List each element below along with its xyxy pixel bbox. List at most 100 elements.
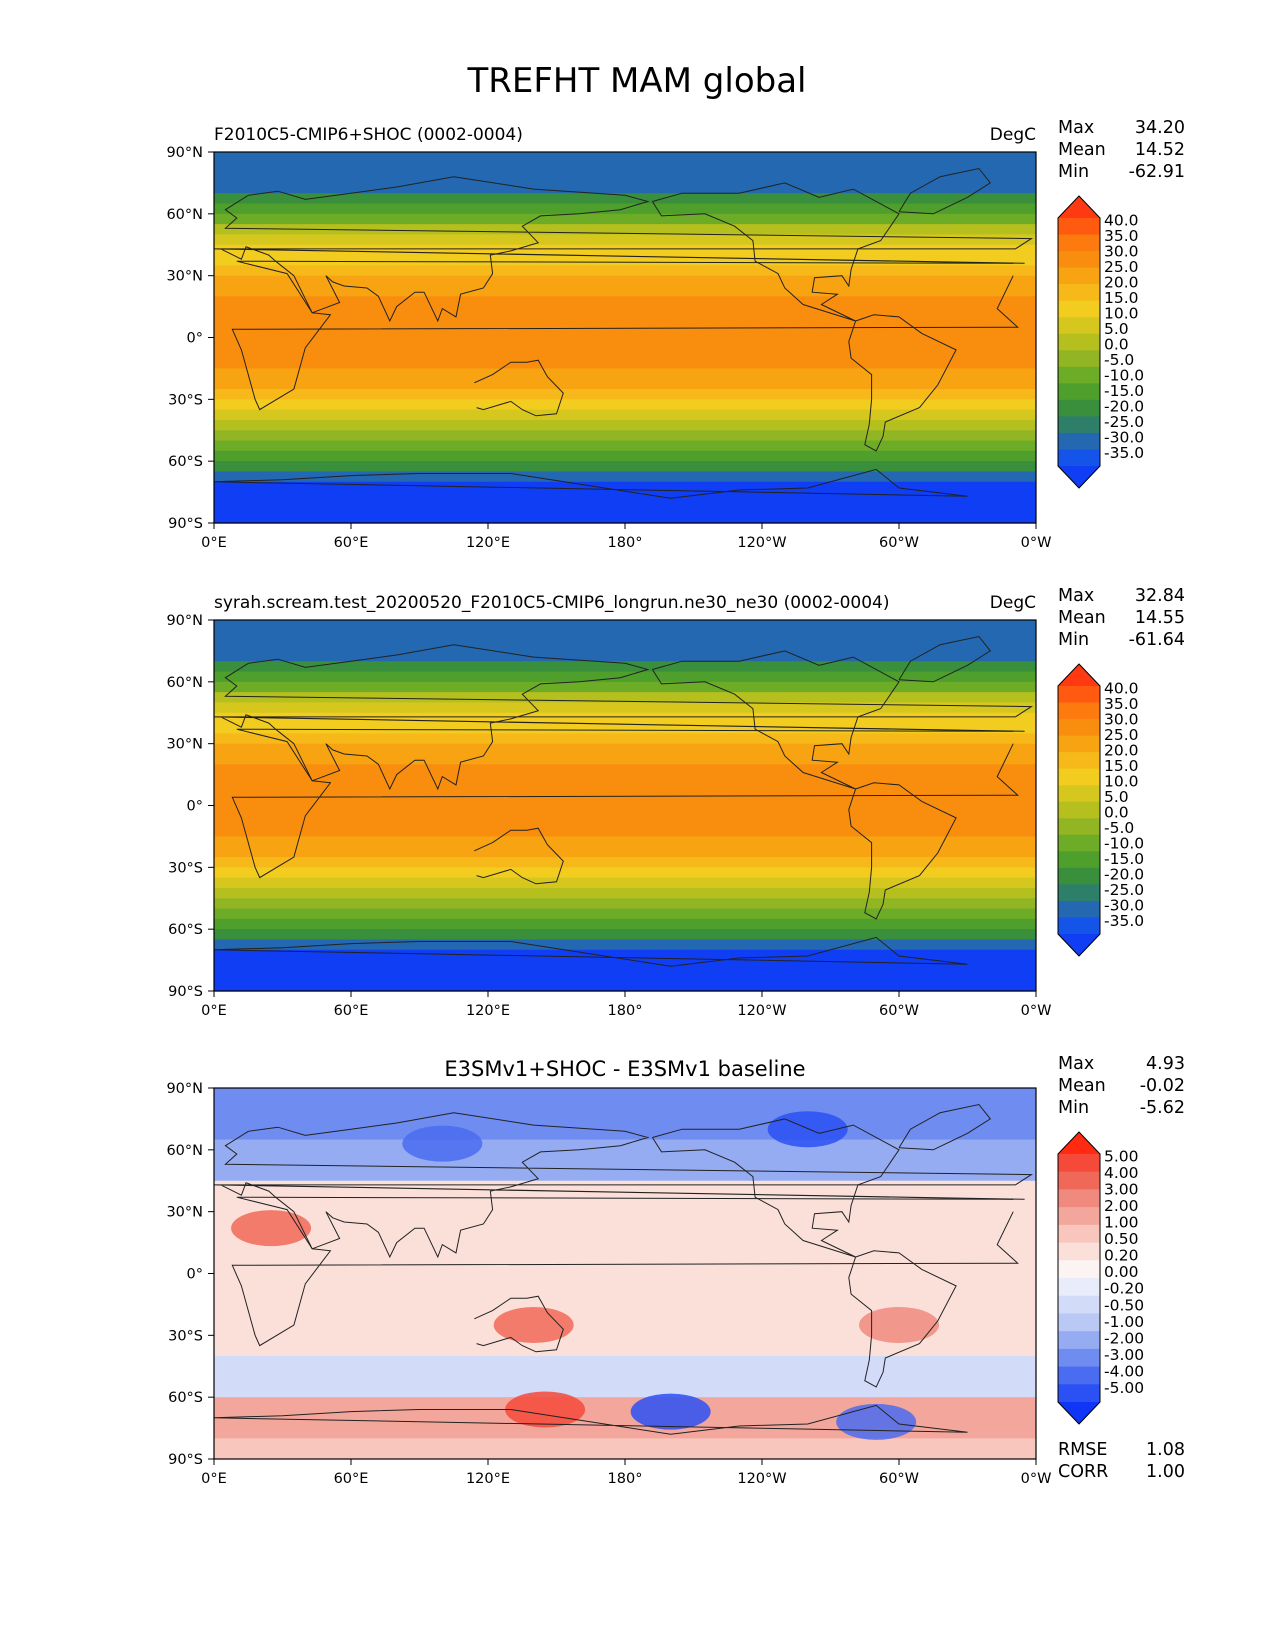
colorbar-bin [1058, 1278, 1100, 1297]
x-tick-label: 60°E [334, 1471, 369, 1487]
y-tick-label: 0° [187, 1267, 203, 1283]
coastlines [213, 167, 1034, 499]
colorbar-label: 4.00 [1104, 1164, 1139, 1182]
map-band [214, 368, 1036, 380]
map-band [214, 1180, 1036, 1192]
coastline [898, 167, 992, 215]
panel-units: DegC [990, 125, 1036, 145]
figure-title: TREFHT MAM global [466, 61, 806, 101]
colorbar-label: -25.0 [1104, 881, 1144, 899]
colorbar-label: -0.50 [1104, 1296, 1144, 1314]
map-band [214, 1407, 1036, 1419]
colorbar-bin [1058, 686, 1100, 704]
anomaly-patch [402, 1125, 483, 1162]
colorbar: 40.035.030.025.020.015.010.05.00.0-5.0-1… [1057, 195, 1144, 489]
colorbar-label: -30.0 [1104, 428, 1144, 446]
map-band [214, 316, 1036, 328]
colorbar-label: -35.0 [1104, 912, 1144, 930]
map-band [214, 650, 1036, 662]
y-tick-label: 30°N [166, 737, 203, 753]
stat-label: Min [1058, 630, 1089, 650]
map-band [214, 836, 1036, 848]
map-band [214, 389, 1036, 400]
coastline [651, 1118, 900, 1258]
map-band [214, 970, 1036, 982]
map-band [214, 671, 1036, 683]
map-band [214, 857, 1036, 868]
map-band [214, 265, 1036, 277]
coastline [213, 1112, 1034, 1259]
map-band [214, 1386, 1036, 1398]
y-tick-label: 60°N [166, 1143, 203, 1159]
colorbar-bin [1058, 801, 1100, 819]
map-band [214, 898, 1036, 910]
colorbar: 5.004.003.002.001.000.500.200.00-0.20-0.… [1057, 1131, 1144, 1425]
colorbar-label: -35.0 [1104, 444, 1144, 462]
stat-value: -61.64 [1129, 630, 1185, 650]
map-band [214, 918, 1036, 930]
map-band [214, 1252, 1036, 1264]
map-band [214, 1355, 1036, 1367]
stat-value: 32.84 [1135, 586, 1185, 606]
colorbar-bin [1058, 1171, 1100, 1190]
coastline [213, 1404, 968, 1435]
map-band [214, 502, 1036, 514]
map-band [214, 471, 1036, 483]
panel-2: 90°N 60°N 30°N 0° 30°S 60°S 90°S 0°E 60°E 120°E 18… [166, 586, 1185, 1019]
y-tick-label: 90°N [166, 1081, 203, 1097]
coastline [898, 1103, 992, 1151]
anomaly-patch [630, 1393, 711, 1430]
x-tick-label: 0°E [201, 1471, 227, 1487]
map-band [214, 306, 1036, 318]
map-band [214, 1201, 1036, 1213]
colorbar-bin [1058, 719, 1100, 737]
map-band [214, 430, 1036, 442]
map-band [214, 774, 1036, 786]
map-band [214, 867, 1036, 879]
map-band [214, 1211, 1036, 1223]
colorbar-bin [1058, 383, 1100, 401]
map-band [214, 702, 1036, 714]
colorbar-bin [1058, 1295, 1100, 1314]
map-band [214, 378, 1036, 390]
colorbar-bin [1058, 366, 1100, 384]
map-band [214, 285, 1036, 297]
colorbar-label: 20.0 [1104, 741, 1139, 759]
coastline [651, 650, 900, 790]
y-tick-label: 60°S [168, 454, 203, 470]
colorbar-label: 0.50 [1104, 1230, 1139, 1248]
colorbar-bin [1058, 851, 1100, 869]
map-band [214, 960, 1036, 971]
map-band [214, 1242, 1036, 1254]
colorbar-extend-top [1058, 1132, 1100, 1154]
map-band [214, 764, 1036, 776]
y-tick-label: 60°N [166, 207, 203, 223]
x-tick-label: 120°E [466, 535, 510, 551]
colorbar-bin [1058, 1366, 1100, 1385]
map-band [214, 929, 1036, 941]
y-tick-label: 30°S [168, 392, 203, 408]
colorbar-label: 40.0 [1104, 211, 1139, 229]
colorbar-label: 10.0 [1104, 772, 1139, 790]
footer-stat-label: RMSE [1058, 1440, 1107, 1460]
y-tick-label: 90°S [168, 1452, 203, 1468]
colorbar-label: 5.0 [1104, 788, 1129, 806]
map-band [214, 255, 1036, 266]
coastline [474, 827, 564, 885]
map-band [214, 887, 1036, 899]
colorbar-label: -1.00 [1104, 1313, 1144, 1331]
colorbar-outline [1057, 663, 1101, 957]
colorbar-extend-bottom [1058, 466, 1100, 488]
colorbar-bin [1058, 1348, 1100, 1368]
coastline [213, 176, 1034, 323]
map-band [214, 1294, 1036, 1306]
map-band [214, 743, 1036, 755]
colorbar-label: 40.0 [1104, 679, 1139, 697]
colorbar-label: -5.0 [1104, 819, 1134, 837]
colorbar-label: -20.0 [1104, 865, 1144, 883]
stat-label: Min [1058, 1098, 1089, 1118]
stat-value: -0.02 [1140, 1076, 1185, 1096]
stat-label: Max [1058, 586, 1094, 606]
colorbar-label: 0.00 [1104, 1263, 1139, 1281]
y-tick-label: 60°N [166, 675, 203, 691]
